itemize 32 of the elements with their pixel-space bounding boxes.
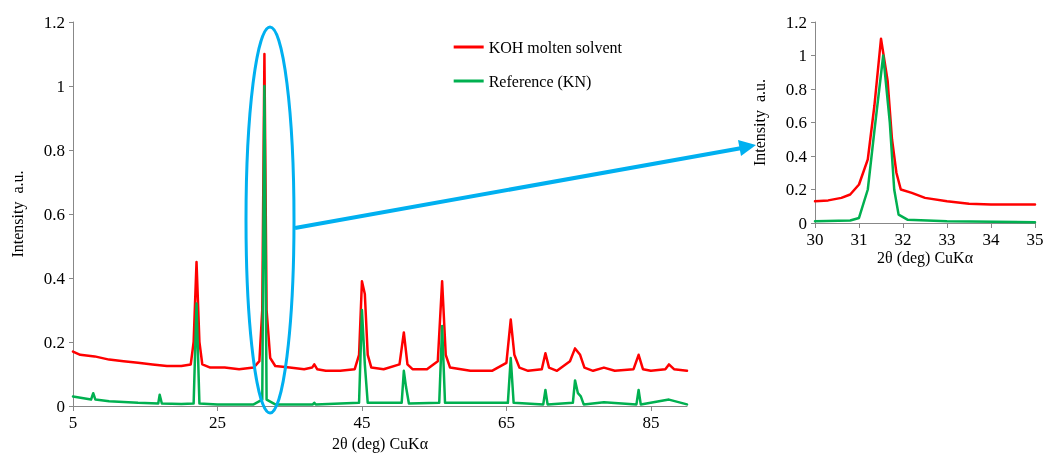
legend-label: Reference (KN) — [488, 72, 592, 91]
y-tick-label: 0 — [798, 213, 807, 233]
legend-label: KOH molten solvent — [488, 38, 623, 56]
x-tick-label: 30 — [806, 230, 824, 249]
x-tick-label: 5 — [68, 413, 78, 432]
y-tick-label: 0.4 — [43, 268, 66, 288]
x-tick-label: 65 — [497, 413, 515, 432]
y-tick-label: 0.2 — [785, 180, 807, 199]
y-tick-label: 1 — [798, 46, 807, 65]
line-series — [813, 37, 1037, 206]
x-tick-label: 85 — [642, 413, 660, 432]
y-tick-label: 0.8 — [785, 79, 807, 99]
y-tick-label: 1 — [56, 76, 65, 96]
y-tick-label: 0.2 — [43, 332, 65, 352]
y-tick-label: 0.6 — [43, 204, 65, 224]
y-tick-label: 1.2 — [785, 12, 807, 32]
y-tick-label: 0.8 — [43, 140, 65, 160]
y-axis-title: Intensity a.u. — [750, 78, 769, 167]
x-tick-label: 32 — [894, 230, 912, 249]
y-axis-title: Intensity a.u. — [8, 170, 27, 258]
y-tick-label: 1.2 — [43, 12, 65, 32]
x-tick-label: 45 — [353, 413, 371, 432]
x-tick-label: 34 — [982, 230, 1000, 249]
y-tick-label: 0 — [56, 396, 65, 416]
x-tick-label: 31 — [850, 230, 868, 249]
x-tick-label: 33 — [938, 230, 956, 249]
x-tick-label: 25 — [208, 413, 226, 432]
x-tick-label: 35 — [1026, 230, 1044, 249]
x-axis-title: 2θ (deg) CuKα — [331, 435, 429, 454]
x-axis-title: 2θ (deg) CuKα — [876, 248, 974, 267]
y-tick-label: 0.6 — [785, 113, 807, 132]
y-tick-label: 0.4 — [785, 146, 808, 166]
